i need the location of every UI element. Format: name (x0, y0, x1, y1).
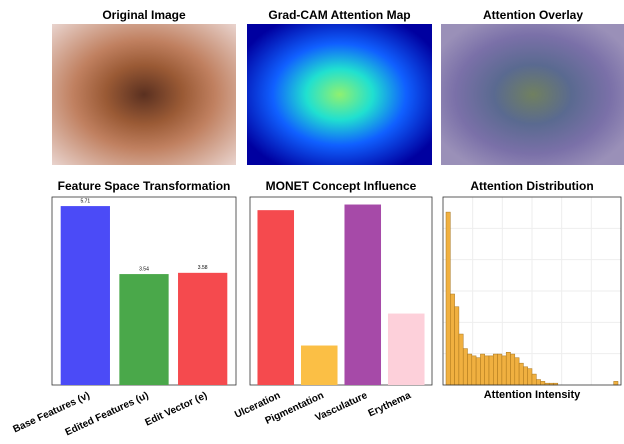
hist-bar (536, 380, 540, 385)
hist-bar (511, 354, 515, 385)
hist-bar (528, 369, 532, 385)
x-tick-label: Erythema (367, 390, 413, 419)
x-tick-label: Edit Vector (e) (143, 390, 209, 428)
hist-bar (489, 356, 493, 385)
hist-bar (502, 356, 506, 385)
panel-title: Attention Distribution (470, 179, 593, 193)
bar (257, 210, 294, 385)
panel-title: Grad-CAM Attention Map (268, 8, 410, 22)
bar (344, 205, 381, 385)
hist-bar (493, 354, 497, 385)
figure: Original Image Grad-CAM Attention Map Atte… (0, 0, 624, 444)
hist-bar (468, 354, 472, 385)
value-label: 3.58 (198, 265, 208, 271)
bar (119, 274, 168, 385)
panel-title: MONET Concept Influence (266, 179, 417, 193)
hist-bar (472, 356, 476, 385)
hist-bar (519, 363, 523, 385)
hist-bar (614, 381, 618, 385)
bar (178, 273, 227, 385)
bar (388, 314, 425, 385)
hist-bar (446, 212, 450, 385)
page: {"chart_data": [ {"type": "image", "titl… (0, 0, 624, 444)
hist-bar (455, 307, 459, 385)
x-axis-label: Attention Intensity (484, 389, 581, 401)
hist-bar (532, 374, 536, 385)
hist-bar (463, 349, 467, 385)
panel-title: Original Image (102, 8, 186, 22)
hist-bar (459, 334, 463, 385)
original-image (52, 24, 236, 165)
hist-bar (476, 358, 480, 385)
value-label: 3.54 (139, 266, 149, 272)
gradcam-image (247, 24, 432, 165)
bar (301, 346, 338, 385)
bar (61, 206, 110, 385)
hist-bar (498, 354, 502, 385)
hist-bar (480, 354, 484, 385)
overlay-image (441, 24, 624, 165)
hist-bar (541, 381, 545, 385)
panel-title: Attention Overlay (483, 8, 583, 22)
panel-title: Feature Space Transformation (58, 179, 231, 193)
hist-bar (506, 352, 510, 385)
hist-bar (485, 356, 489, 385)
hist-bar (523, 367, 527, 385)
hist-bar (515, 358, 519, 385)
hist-bar (450, 294, 454, 385)
value-label: 5.71 (80, 198, 90, 204)
